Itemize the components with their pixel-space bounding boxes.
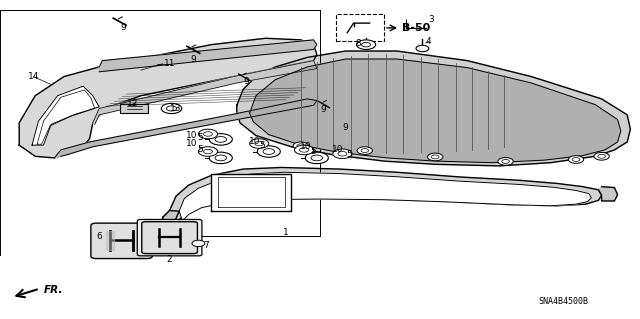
Text: 3: 3 <box>428 15 433 24</box>
Text: FR.: FR. <box>44 285 63 295</box>
Circle shape <box>161 103 182 114</box>
Polygon shape <box>237 51 630 166</box>
Circle shape <box>257 146 280 157</box>
Text: 10: 10 <box>186 139 198 148</box>
Circle shape <box>209 134 232 145</box>
FancyBboxPatch shape <box>120 104 148 113</box>
Circle shape <box>198 147 218 156</box>
Text: B-50: B-50 <box>402 23 430 33</box>
Circle shape <box>305 152 328 164</box>
Text: 12: 12 <box>127 99 139 108</box>
Text: 5: 5 <box>260 141 265 150</box>
Text: 9: 9 <box>244 77 249 86</box>
Polygon shape <box>598 187 618 201</box>
Polygon shape <box>179 172 591 221</box>
Circle shape <box>428 153 443 161</box>
Circle shape <box>311 155 323 161</box>
Circle shape <box>498 158 513 165</box>
Circle shape <box>594 152 609 160</box>
Circle shape <box>568 156 584 163</box>
Text: 11: 11 <box>164 59 175 68</box>
Circle shape <box>215 155 227 161</box>
Circle shape <box>250 139 269 148</box>
FancyBboxPatch shape <box>91 223 152 258</box>
Polygon shape <box>161 211 179 226</box>
Circle shape <box>338 152 347 156</box>
Circle shape <box>209 152 232 164</box>
Text: 1: 1 <box>284 228 289 237</box>
FancyBboxPatch shape <box>142 222 197 254</box>
Circle shape <box>357 147 372 154</box>
Text: 9: 9 <box>321 105 326 114</box>
Text: 5: 5 <box>197 133 202 142</box>
Circle shape <box>294 145 314 155</box>
Text: 13: 13 <box>170 104 182 113</box>
Circle shape <box>166 106 177 111</box>
Polygon shape <box>211 174 291 211</box>
Text: 4: 4 <box>426 37 431 46</box>
Text: 10: 10 <box>300 142 312 151</box>
Circle shape <box>356 40 376 49</box>
Text: 6: 6 <box>97 232 102 241</box>
Text: 10: 10 <box>332 145 344 154</box>
Text: 10: 10 <box>249 137 260 146</box>
Text: 2: 2 <box>167 256 172 264</box>
Circle shape <box>293 142 308 150</box>
Circle shape <box>255 141 264 146</box>
Polygon shape <box>163 167 602 226</box>
Text: 10: 10 <box>186 131 198 140</box>
Polygon shape <box>99 40 317 72</box>
Polygon shape <box>32 86 99 145</box>
Circle shape <box>204 132 212 136</box>
Text: 14: 14 <box>28 72 39 81</box>
Text: 9: 9 <box>191 55 196 63</box>
Circle shape <box>263 149 275 154</box>
Circle shape <box>215 137 227 142</box>
Polygon shape <box>93 61 317 124</box>
Circle shape <box>192 240 205 247</box>
Polygon shape <box>54 99 317 158</box>
Text: 9: 9 <box>120 23 125 32</box>
Circle shape <box>198 129 218 139</box>
Polygon shape <box>250 59 621 163</box>
FancyBboxPatch shape <box>336 14 384 41</box>
Circle shape <box>333 149 352 159</box>
Circle shape <box>416 45 429 52</box>
Text: 5: 5 <box>346 150 351 159</box>
Text: 5: 5 <box>311 147 316 156</box>
FancyBboxPatch shape <box>138 219 202 256</box>
Circle shape <box>362 42 371 47</box>
Text: 7: 7 <box>204 241 209 250</box>
Text: 9: 9 <box>343 123 348 132</box>
Text: 8: 8 <box>356 39 361 48</box>
Circle shape <box>204 149 212 154</box>
Polygon shape <box>19 38 317 158</box>
Circle shape <box>300 148 308 152</box>
Text: 5: 5 <box>197 145 202 154</box>
Text: SNA4B4500B: SNA4B4500B <box>538 297 588 306</box>
